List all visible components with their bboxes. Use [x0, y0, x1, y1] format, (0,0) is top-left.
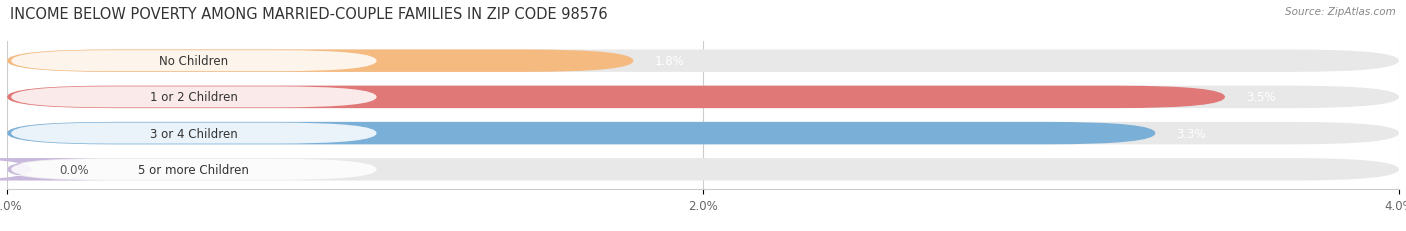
FancyBboxPatch shape: [7, 122, 1399, 145]
FancyBboxPatch shape: [0, 158, 115, 181]
Text: Source: ZipAtlas.com: Source: ZipAtlas.com: [1285, 7, 1396, 17]
FancyBboxPatch shape: [7, 86, 1225, 109]
Text: 1.8%: 1.8%: [654, 55, 685, 68]
Text: 3.3%: 3.3%: [1177, 127, 1206, 140]
FancyBboxPatch shape: [11, 123, 377, 144]
FancyBboxPatch shape: [7, 122, 1156, 145]
FancyBboxPatch shape: [7, 50, 1399, 73]
FancyBboxPatch shape: [11, 159, 377, 180]
FancyBboxPatch shape: [7, 50, 633, 73]
FancyBboxPatch shape: [7, 158, 1399, 181]
Text: 3 or 4 Children: 3 or 4 Children: [150, 127, 238, 140]
Text: 0.0%: 0.0%: [59, 163, 89, 176]
Text: 1 or 2 Children: 1 or 2 Children: [150, 91, 238, 104]
FancyBboxPatch shape: [11, 51, 377, 72]
Text: No Children: No Children: [159, 55, 228, 68]
Text: INCOME BELOW POVERTY AMONG MARRIED-COUPLE FAMILIES IN ZIP CODE 98576: INCOME BELOW POVERTY AMONG MARRIED-COUPL…: [10, 7, 607, 22]
Text: 3.5%: 3.5%: [1246, 91, 1275, 104]
Text: 5 or more Children: 5 or more Children: [138, 163, 249, 176]
FancyBboxPatch shape: [11, 87, 377, 108]
FancyBboxPatch shape: [7, 86, 1399, 109]
